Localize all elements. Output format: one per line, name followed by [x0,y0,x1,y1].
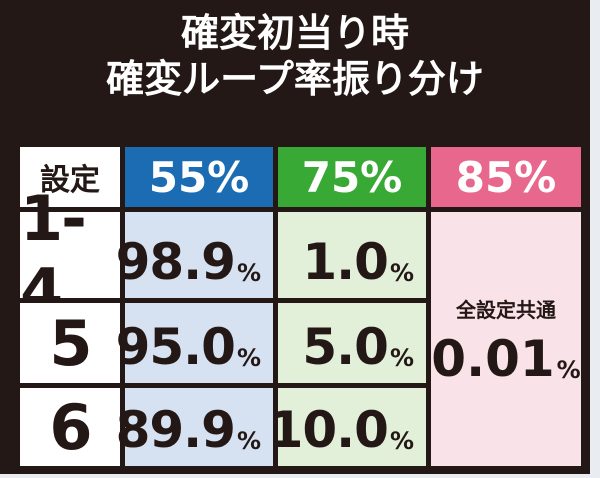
panel-title: 確変初当り時 確変ループ率振り分け [0,10,590,102]
cell-75-row-2: 5.0% [278,303,426,383]
row-setting-5: 5 [20,303,120,383]
header-55-percent: 55% [125,147,273,207]
cell-55-row-1: 98.9% [116,212,273,298]
header-setting: 設定 [20,147,120,207]
unit-75-row-3: % [389,427,414,455]
common-value-line: 0.01% [431,333,580,385]
cell-55-row-3: 89.9% [116,388,273,466]
common-value: 0.01 [431,329,555,388]
value-55-row-3: 89.9 [115,401,236,459]
row-setting-6: 6 [20,388,120,466]
cell-55-row-2: 95.0% [116,303,273,383]
cell-75-row-1: 1.0% [278,212,426,298]
unit-55-row-1: % [236,259,261,287]
value-75-row-2: 5.0 [302,318,389,376]
unit-55-row-3: % [236,427,261,455]
header-85-percent: 85% [431,147,581,207]
rate-table-panel: 確変初当り時 確変ループ率振り分け 設定 55% 75% 85% 1-4 98.… [0,0,590,474]
cell-75-row-3: 10.0% [269,388,426,466]
row-setting-1-4: 1-4 [20,182,120,328]
common-unit: % [556,355,581,384]
value-75-row-3: 10.0 [268,401,389,459]
value-55-row-1: 98.9 [115,233,236,291]
value-55-row-2: 95.0 [115,318,236,376]
unit-75-row-2: % [389,344,414,372]
common-caption: 全設定共通 [456,297,556,322]
unit-75-row-1: % [389,259,414,287]
title-line-2: 確変ループ率振り分け [106,57,484,101]
header-75-percent: 75% [278,147,426,207]
title-line-1: 確変初当り時 [180,11,409,55]
unit-55-row-2: % [236,344,261,372]
common-85-cell: 全設定共通 0.01% [431,212,581,466]
value-75-row-1: 1.0 [302,233,389,291]
